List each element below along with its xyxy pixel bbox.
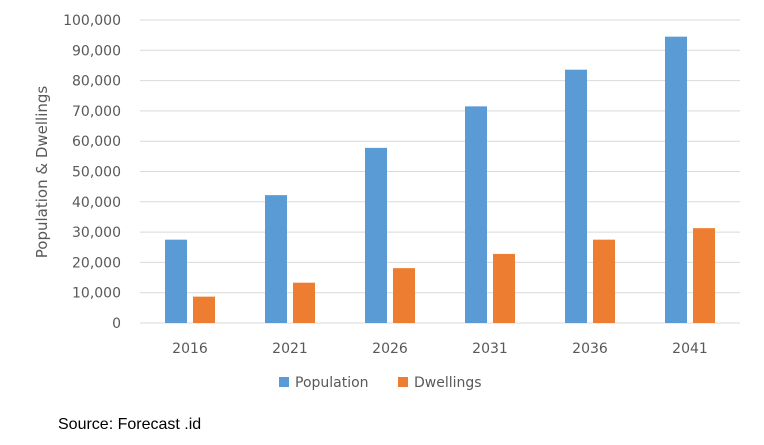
y-axis-ticks: 0 10,000 20,000 30,000 40,000 50,000 60,000 70,… xyxy=(63,13,121,332)
y-tick-label: 100,000 xyxy=(63,13,121,29)
bar-chart: 0 10,000 20,000 30,000 40,000 50,000 60,000 70,… xyxy=(33,13,740,391)
bar-population-2036 xyxy=(565,69,587,323)
bar-dwellings-2031 xyxy=(493,253,515,323)
legend: Population Dwellings xyxy=(279,375,482,391)
y-tick-label: 70,000 xyxy=(72,104,121,120)
y-tick-label: 40,000 xyxy=(72,195,121,211)
x-tick-label: 2016 xyxy=(172,341,208,357)
legend-label-population: Population xyxy=(295,375,369,391)
y-tick-label: 0 xyxy=(112,316,121,332)
y-tick-label: 10,000 xyxy=(72,286,121,302)
bar-dwellings-2041 xyxy=(693,228,715,323)
legend-label-dwellings: Dwellings xyxy=(414,375,482,391)
bar-population-2041 xyxy=(665,36,687,323)
gridlines xyxy=(140,19,740,324)
y-tick-label: 60,000 xyxy=(72,134,121,150)
bar-dwellings-2021 xyxy=(293,282,315,323)
bar-population-2016 xyxy=(165,239,187,323)
bar-dwellings-2036 xyxy=(593,239,615,323)
bars xyxy=(165,36,715,323)
y-tick-label: 50,000 xyxy=(72,165,121,181)
source-note: Source: Forecast .id xyxy=(58,416,202,433)
bar-population-2021 xyxy=(265,195,287,323)
x-tick-label: 2026 xyxy=(372,341,408,357)
y-tick-label: 80,000 xyxy=(72,74,121,90)
y-tick-label: 90,000 xyxy=(72,43,121,59)
y-axis-label: Population & Dwellings xyxy=(33,86,51,259)
bar-population-2031 xyxy=(465,106,487,323)
legend-swatch-population xyxy=(279,377,289,387)
x-tick-label: 2041 xyxy=(672,341,708,357)
bar-population-2026 xyxy=(365,147,387,323)
x-tick-label: 2021 xyxy=(272,341,308,357)
y-tick-label: 30,000 xyxy=(72,225,121,241)
x-tick-label: 2031 xyxy=(472,341,508,357)
x-tick-label: 2036 xyxy=(572,341,608,357)
bar-dwellings-2016 xyxy=(193,296,215,323)
x-axis-ticks: 2016 2021 2026 2031 2036 2041 xyxy=(172,341,708,357)
bar-dwellings-2026 xyxy=(393,268,415,323)
y-tick-label: 20,000 xyxy=(72,255,121,271)
legend-swatch-dwellings xyxy=(398,377,408,387)
